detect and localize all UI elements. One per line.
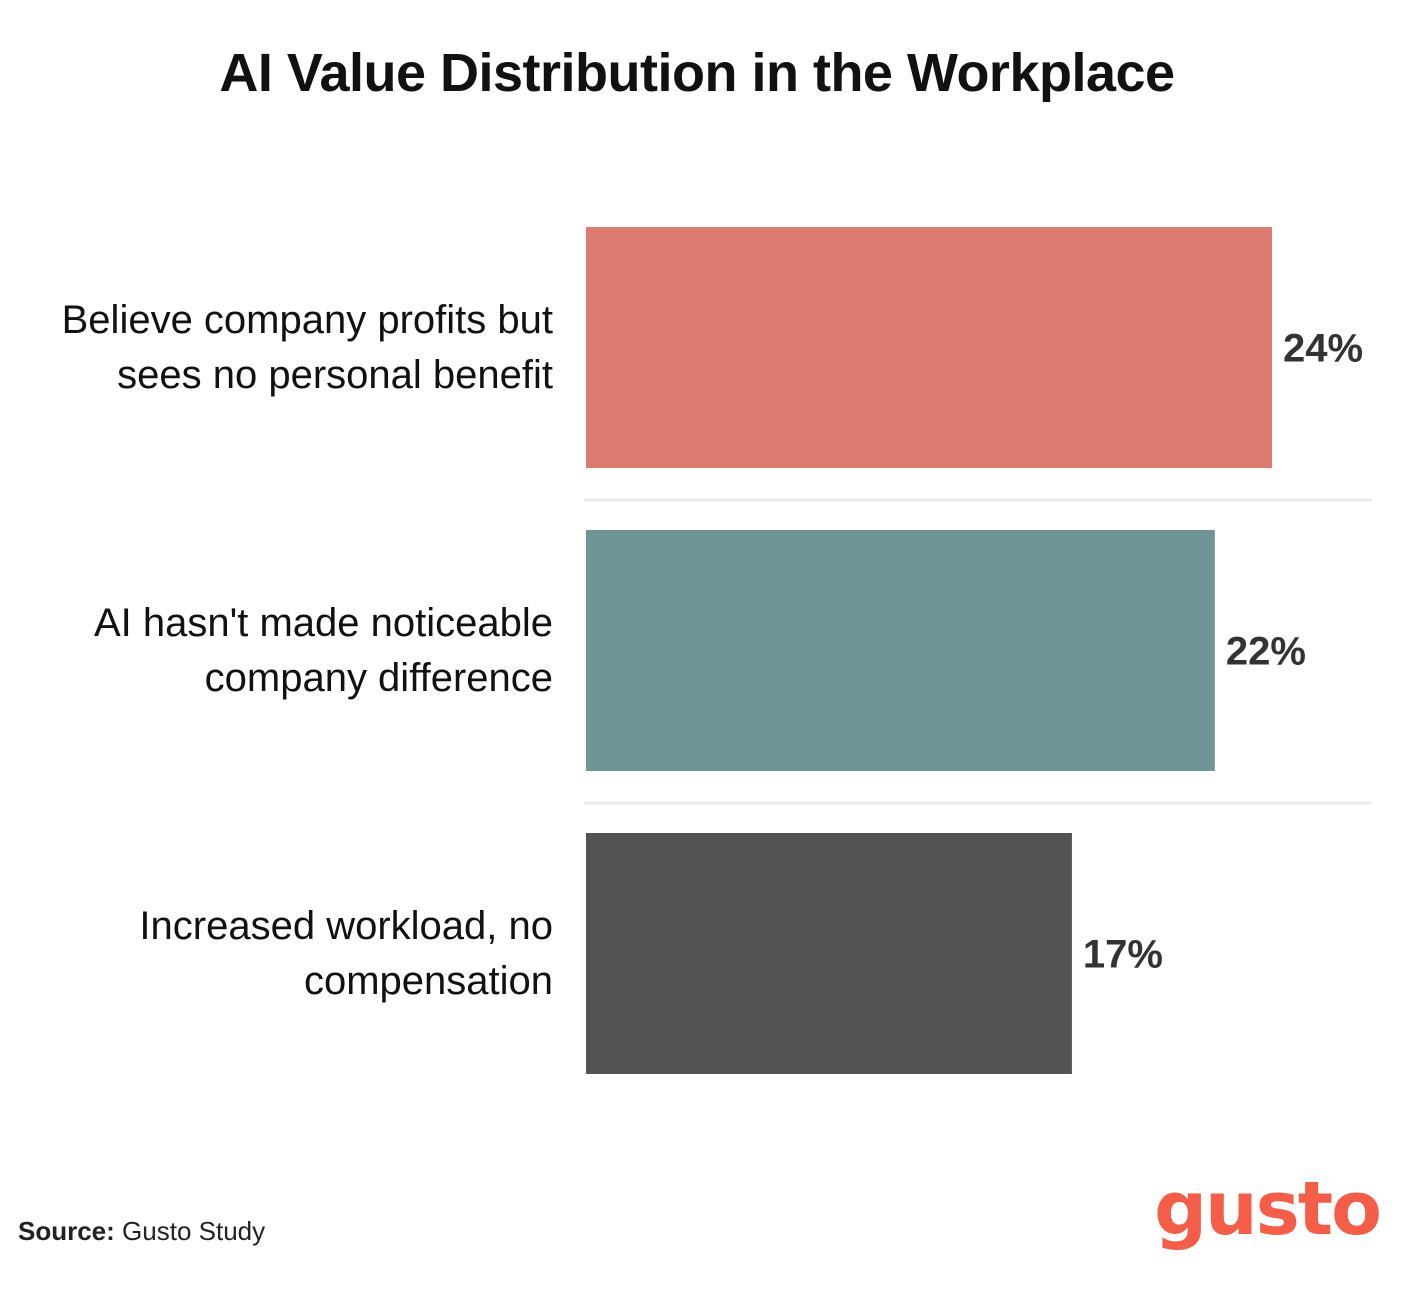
category-label-line: Increased workload, no xyxy=(139,904,553,948)
category-label-line: sees no personal benefit xyxy=(117,353,553,397)
bar-value-label: 22% xyxy=(1226,630,1306,674)
category-label-line: AI hasn't made noticeable xyxy=(94,601,553,645)
category-label-line: company difference xyxy=(205,656,553,700)
chart-title: AI Value Distribution in the Workplace xyxy=(219,43,1175,103)
category-label: Believe company profits but sees no perso… xyxy=(62,298,553,397)
bar-value-label: 24% xyxy=(1283,327,1363,371)
source-label: Source: xyxy=(18,1216,115,1246)
source-note: Source: Gusto Study xyxy=(18,1216,265,1247)
bar xyxy=(586,530,1215,771)
bar xyxy=(586,227,1272,468)
source-text: Gusto Study xyxy=(122,1216,266,1246)
category-label: Increased workload, no compensation xyxy=(139,904,553,1003)
category-label-line: compensation xyxy=(304,959,553,1003)
category-label-line: Believe company profits but xyxy=(62,298,553,342)
bar xyxy=(586,833,1072,1074)
category-label: AI hasn't made noticeable company differe… xyxy=(94,601,553,700)
bar-value-label: 17% xyxy=(1083,933,1163,977)
gusto-logo: gusto xyxy=(1154,1166,1382,1252)
